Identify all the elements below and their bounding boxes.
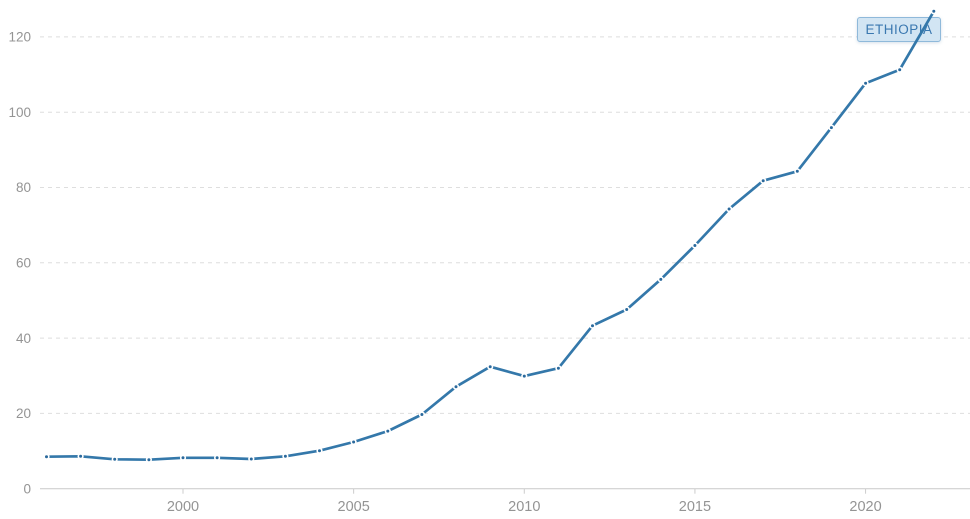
y-tick-label: 80 — [16, 180, 31, 195]
y-tick-label: 40 — [16, 331, 31, 346]
series-label-ethiopia: ETHIOPIA — [857, 17, 941, 42]
x-tick-label: 2000 — [167, 499, 199, 515]
x-tick-label: 2010 — [508, 499, 540, 515]
y-tick-label: 100 — [8, 105, 31, 120]
x-tick-label: 2005 — [338, 499, 370, 515]
y-tick-label: 0 — [23, 481, 31, 496]
x-tick-label: 2020 — [849, 499, 881, 515]
y-tick-label: 20 — [16, 406, 31, 421]
x-tick-label: 2015 — [679, 499, 711, 515]
y-tick-label: 60 — [16, 256, 31, 271]
series-label-text: ETHIOPIA — [865, 22, 933, 37]
y-tick-label: 120 — [8, 30, 31, 45]
